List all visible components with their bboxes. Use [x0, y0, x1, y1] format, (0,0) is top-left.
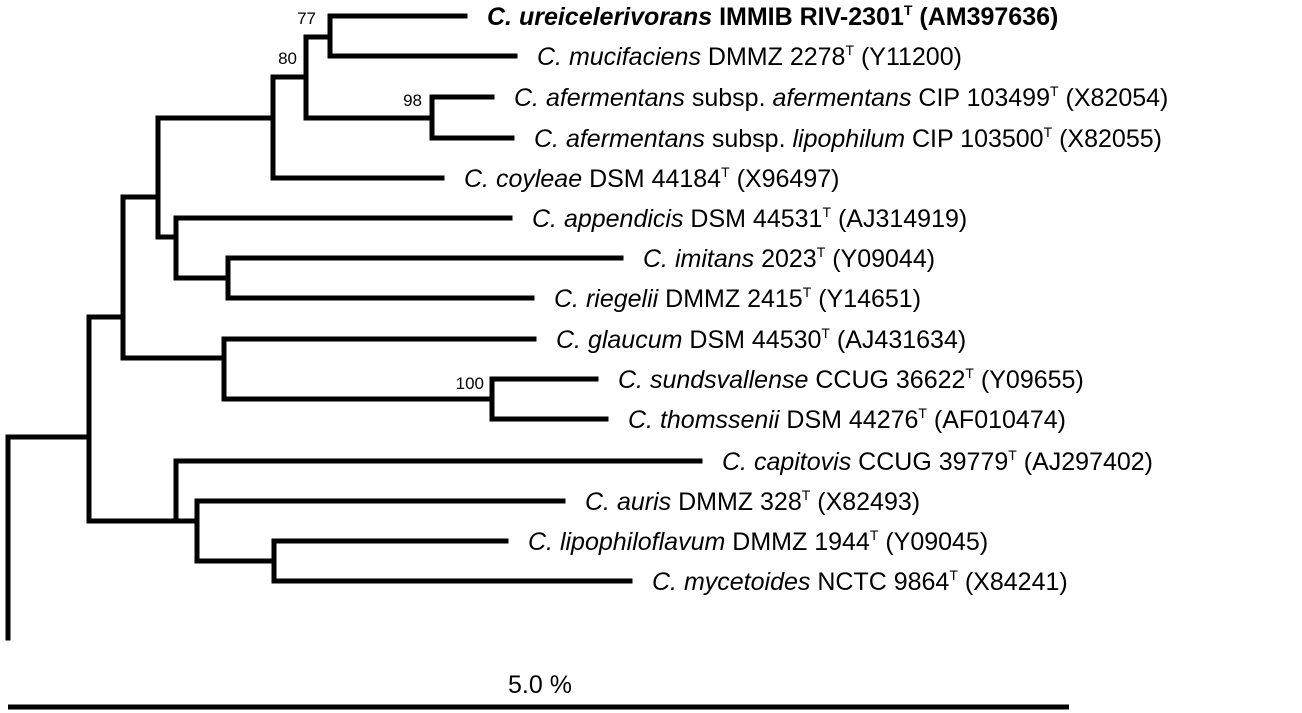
type-strain-mark: T: [721, 164, 730, 180]
taxon-accession: (AM397636): [912, 3, 1058, 31]
taxon-species-name: C. imitans: [643, 245, 754, 273]
leaf-labels: C. ureicelerivorans IMMIB RIV-2301T (AM3…: [464, 2, 1168, 596]
type-strain-mark: T: [845, 42, 854, 58]
taxon-accession: (X82493): [810, 488, 920, 516]
type-strain-mark: T: [918, 405, 927, 421]
type-strain-mark: T: [803, 284, 812, 300]
taxon-label: C. afermentans subsp. lipophilum CIP 103…: [534, 124, 1162, 153]
taxon-species-name: C. glaucum: [556, 326, 682, 354]
taxon-subspecies-name: lipophilum: [792, 125, 905, 153]
type-strain-mark: T: [822, 204, 831, 220]
taxon-accession: (X84241): [958, 568, 1068, 596]
taxon-label: C. riegelii DMMZ 2415T (Y14651): [554, 284, 921, 313]
taxon-accession: (AJ431634): [830, 326, 966, 354]
taxon-species-name: C. sundsvallense: [618, 366, 808, 394]
taxon-accession: (Y09045): [878, 528, 988, 556]
taxon-label: C. imitans 2023T (Y09044): [643, 244, 935, 273]
taxon-strain: DSM 44184: [582, 165, 721, 193]
type-strain-mark: T: [1050, 83, 1059, 99]
taxon-accession: (X96497): [730, 165, 840, 193]
taxon-accession: (X82055): [1052, 125, 1162, 153]
taxon-species-name: C. ureicelerivorans: [487, 3, 712, 31]
taxon-strain: CIP 103500: [905, 125, 1044, 153]
taxon-strain: CCUG 39779: [851, 448, 1008, 476]
taxon-strain: DMMZ 328: [671, 488, 802, 516]
taxon-accession: (Y11200): [854, 43, 962, 71]
taxon-species-name: C. mycetoides: [652, 568, 810, 596]
taxon-label: C. coyleae DSM 44184T (X96497): [464, 164, 839, 193]
taxon-label: C. capitovis CCUG 39779T (AJ297402): [722, 447, 1153, 476]
taxon-label: C. appendicis DSM 44531T (AJ314919): [532, 204, 967, 233]
taxon-label: C. afermentans subsp. afermentans CIP 10…: [514, 83, 1168, 112]
taxon-species-name: C. riegelii: [554, 285, 660, 313]
taxon-subspecies-word: subsp.: [685, 84, 773, 112]
taxon-accession: (Y14651): [811, 285, 921, 313]
taxon-label: C. glaucum DSM 44530T (AJ431634): [556, 325, 966, 354]
taxon-species-name: C. coyleae: [464, 165, 582, 193]
taxon-species-name: C. capitovis: [722, 448, 851, 476]
bootstrap-value: 80: [278, 49, 297, 68]
taxon-strain: DMMZ 2415: [658, 285, 802, 313]
taxon-species-name: C. afermentans: [514, 84, 685, 112]
taxon-label: C. lipophiloflavum DMMZ 1944T (Y09045): [528, 527, 988, 556]
type-strain-mark: T: [1008, 447, 1017, 463]
taxon-species-name: C. thomssenii: [628, 406, 781, 434]
type-strain-mark: T: [821, 325, 830, 341]
type-strain-mark: T: [817, 244, 826, 260]
type-strain-mark: T: [949, 567, 958, 583]
taxon-strain: DMMZ 2278: [701, 43, 845, 71]
taxon-strain: IMMIB RIV-2301: [712, 3, 904, 31]
taxon-label: C. auris DMMZ 328T (X82493): [585, 487, 920, 516]
taxon-accession: (X82054): [1059, 84, 1169, 112]
taxon-label: C. thomssenii DSM 44276T (AF010474): [628, 405, 1066, 434]
taxon-strain: DSM 44276: [779, 406, 918, 434]
taxon-accession: (Y09655): [974, 366, 1084, 394]
type-strain-mark: T: [965, 365, 974, 381]
taxon-species-name: C. lipophiloflavum: [528, 528, 725, 556]
taxon-accession: (AF010474): [927, 406, 1066, 434]
taxon-subspecies-word: subsp.: [705, 125, 793, 153]
type-strain-mark: T: [904, 2, 913, 18]
type-strain-mark: T: [802, 487, 811, 503]
taxon-species-name: C. appendicis: [532, 205, 683, 233]
taxon-strain: 2023: [754, 245, 817, 273]
taxon-species-name: C. mucifaciens: [537, 43, 701, 71]
taxon-accession: (AJ297402): [1017, 448, 1153, 476]
taxon-accession: (Y09044): [825, 245, 935, 273]
taxon-label: C. sundsvallense CCUG 36622T (Y09655): [618, 365, 1084, 394]
taxon-species-name: C. auris: [585, 488, 671, 516]
taxon-label: C. mycetoides NCTC 9864T (X84241): [652, 567, 1068, 596]
taxon-species-name: C. afermentans: [534, 125, 705, 153]
type-strain-mark: T: [870, 527, 879, 543]
taxon-subspecies-name: afermentans: [772, 84, 911, 112]
bootstrap-value: 100: [456, 374, 484, 393]
taxon-label: C. ureicelerivorans IMMIB RIV-2301T (AM3…: [487, 2, 1058, 31]
bootstrap-value: 77: [297, 9, 316, 28]
bootstrap-value: 98: [403, 91, 422, 110]
taxon-strain: DSM 44531: [683, 205, 822, 233]
scale-bar-label: 5.0 %: [508, 671, 572, 699]
taxon-accession: (AJ314919): [831, 205, 967, 233]
taxon-strain: NCTC 9864: [810, 568, 949, 596]
taxon-strain: DSM 44530: [682, 326, 821, 354]
taxon-label: C. mucifaciens DMMZ 2278T (Y11200): [537, 42, 962, 71]
taxon-strain: DMMZ 1944: [725, 528, 870, 556]
tree-branches: [5, 13, 703, 641]
taxon-strain: CIP 103499: [911, 84, 1050, 112]
taxon-strain: CCUG 36622: [808, 366, 965, 394]
type-strain-mark: T: [1044, 124, 1053, 140]
